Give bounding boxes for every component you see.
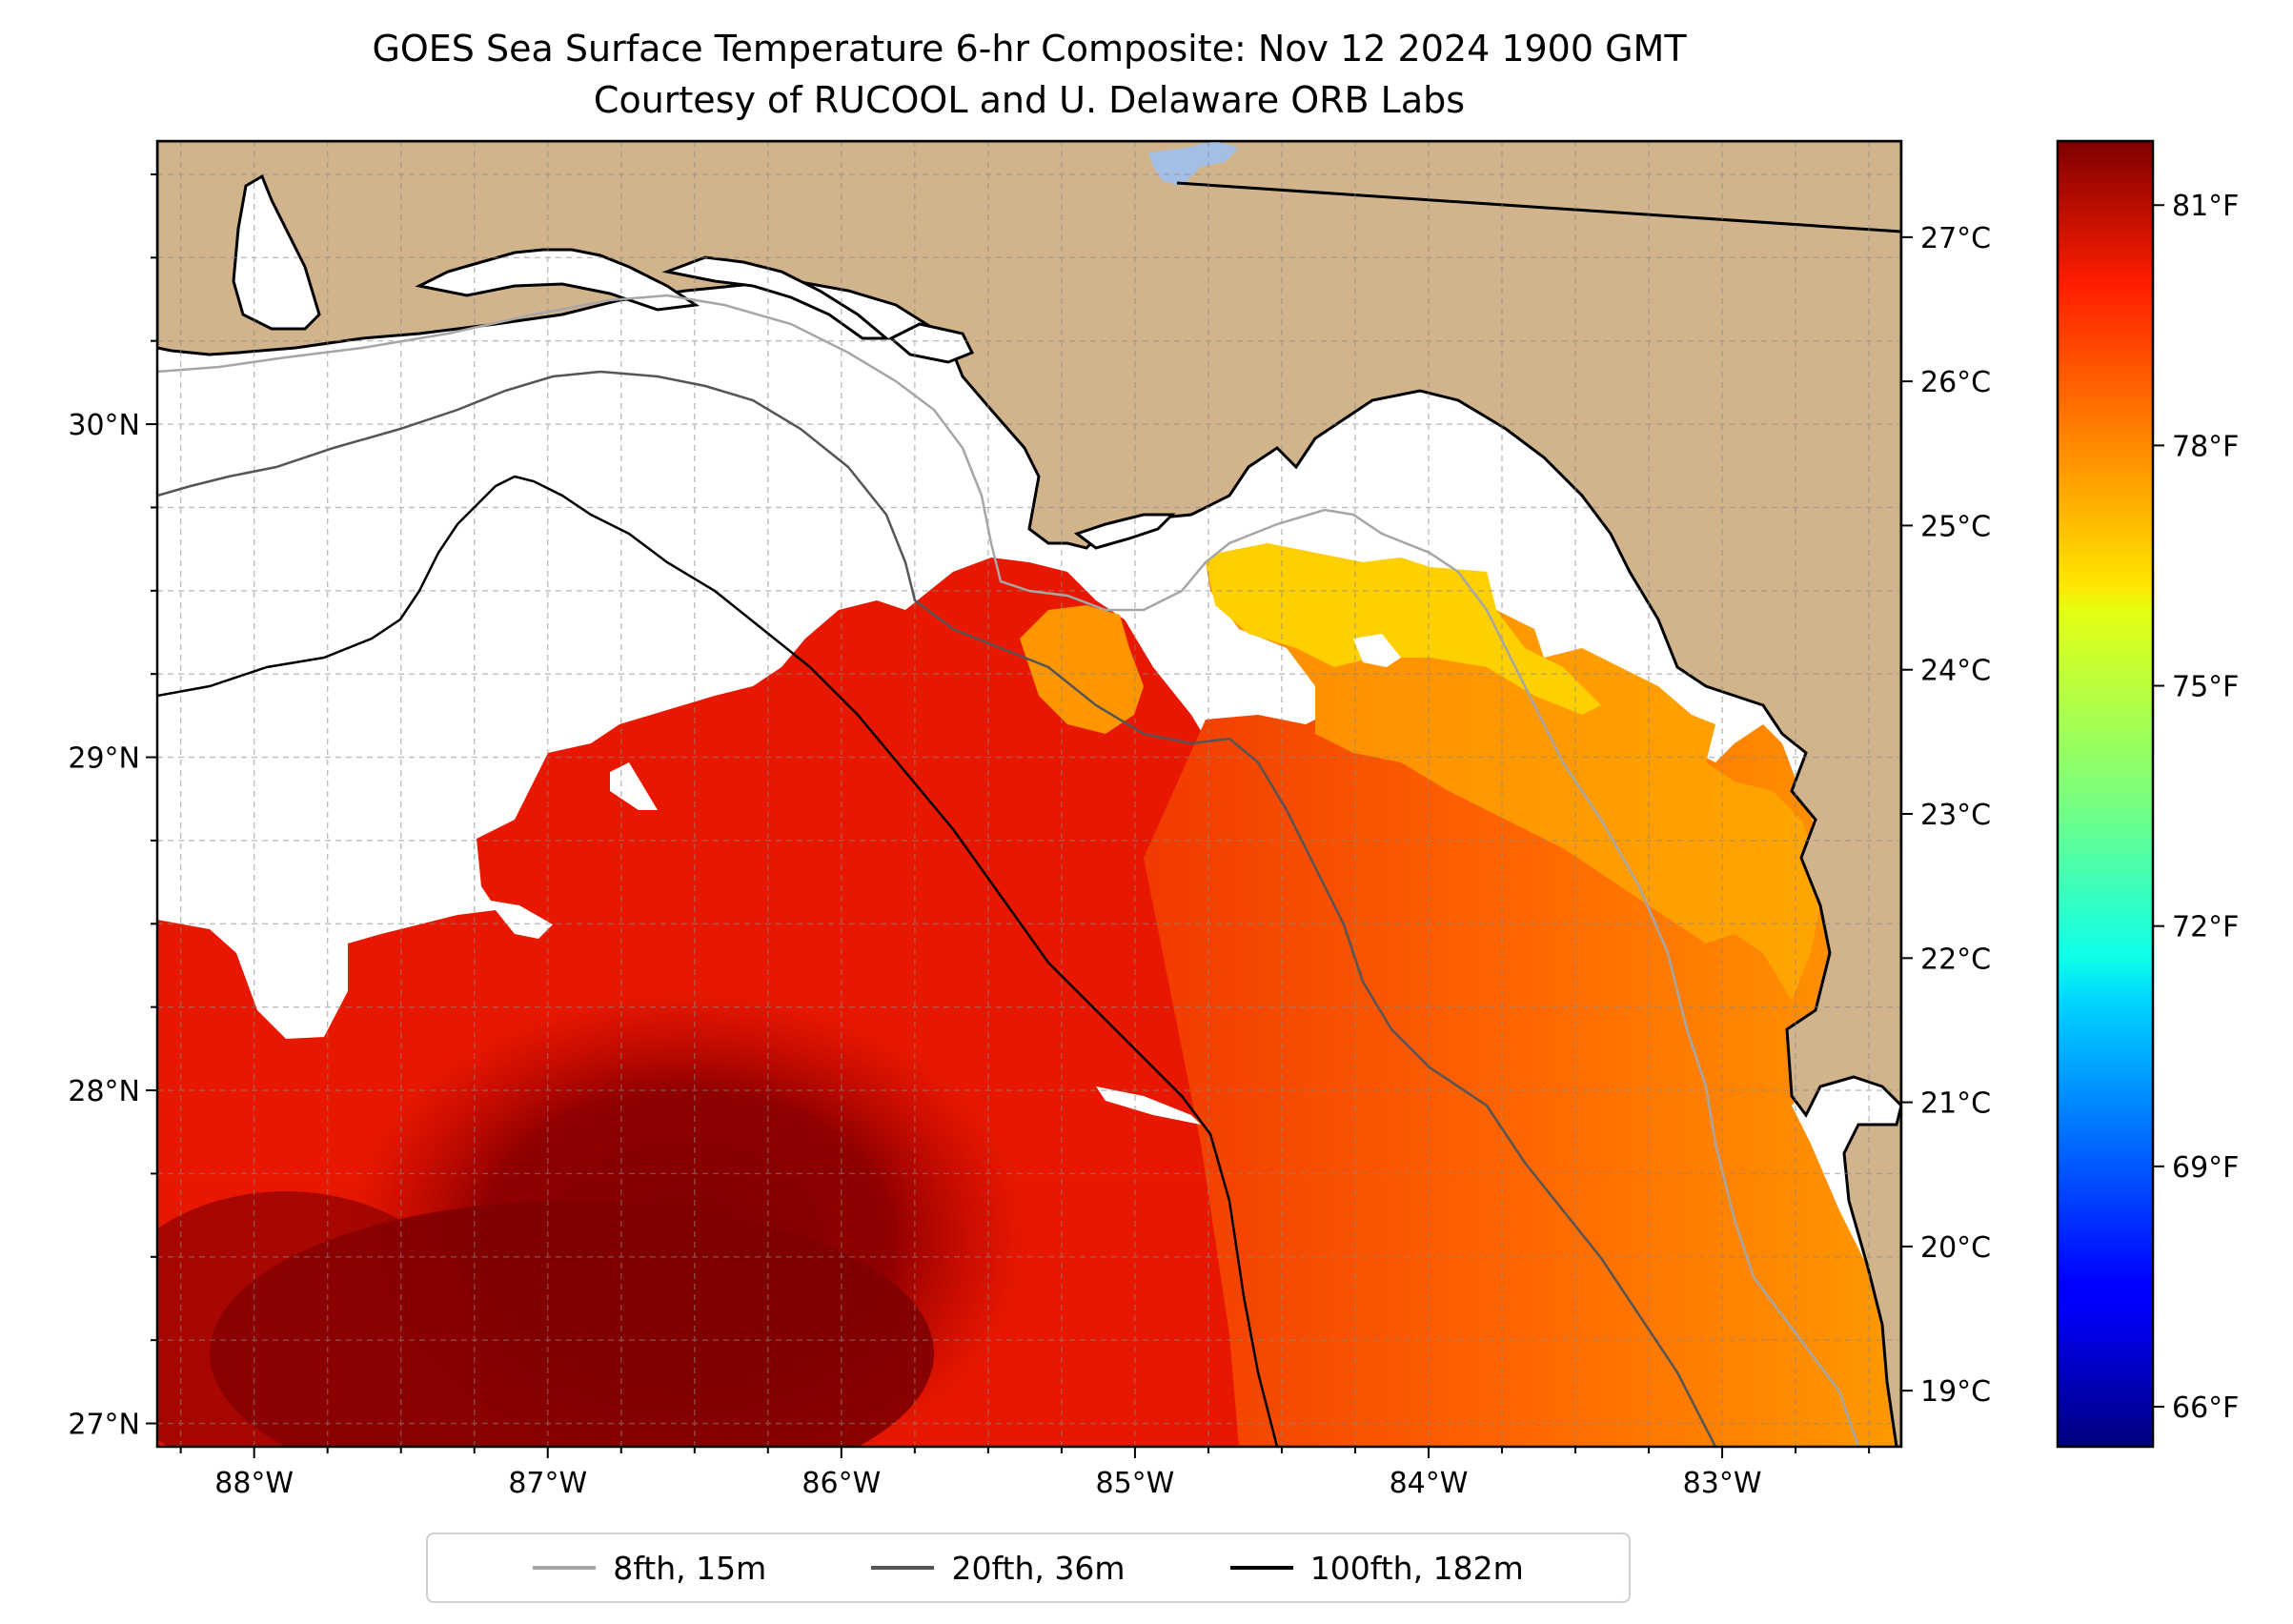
isobath-182m bbox=[157, 475, 1279, 1447]
celsius-tick-label: 25°C bbox=[1920, 510, 1991, 543]
map-frame bbox=[155, 139, 1903, 1449]
celsius-tick-label: 22°C bbox=[1920, 943, 1991, 976]
sst-apalachee-yellow bbox=[1206, 543, 1601, 715]
celsius-tick-label: 26°C bbox=[1920, 366, 1991, 399]
colorbar-gradient bbox=[2056, 139, 2155, 1449]
isobath-15m bbox=[157, 294, 1860, 1447]
colorbar bbox=[2056, 139, 2155, 1449]
lon-tick-label: 85°W bbox=[1095, 1467, 1174, 1500]
isobath-legend: 8fth, 15m 20fth, 36m 100fth, 182m bbox=[426, 1533, 1631, 1603]
legend-item: 20fth, 36m bbox=[871, 1550, 1125, 1587]
lat-tick-label: 27°N bbox=[68, 1409, 140, 1442]
map-subtitle: Courtesy of RUCOOL and U. Delaware ORB L… bbox=[593, 79, 1466, 121]
celsius-tick-label: 20°C bbox=[1920, 1231, 1991, 1265]
lon-tick-label: 86°W bbox=[802, 1467, 881, 1500]
lon-tick-label: 84°W bbox=[1390, 1467, 1469, 1500]
fahrenheit-tick-label: 81°F bbox=[2172, 190, 2239, 223]
gridlines bbox=[157, 141, 1901, 1447]
sst-map bbox=[157, 141, 1901, 1447]
lon-tick-label: 88°W bbox=[214, 1467, 294, 1500]
state-boundary bbox=[1176, 181, 1901, 233]
legend-label: 8fth, 15m bbox=[613, 1549, 767, 1587]
isobath-36m bbox=[157, 370, 1717, 1447]
lon-tick-label: 87°W bbox=[508, 1467, 587, 1500]
sst-patch-east bbox=[1020, 605, 1144, 734]
legend-item: 100fth, 182m bbox=[1229, 1549, 1524, 1587]
fahrenheit-tick-label: 66°F bbox=[2172, 1391, 2239, 1425]
lat-tick-label: 29°N bbox=[68, 742, 140, 776]
legend-swatch bbox=[871, 1566, 935, 1570]
lon-tick-label: 83°W bbox=[1683, 1467, 1762, 1500]
celsius-tick-label: 21°C bbox=[1920, 1087, 1991, 1121]
lat-tick-label: 30°N bbox=[68, 409, 140, 442]
fahrenheit-tick-label: 75°F bbox=[2172, 671, 2239, 704]
celsius-tick-label: 27°C bbox=[1920, 222, 1991, 255]
legend-label: 20fth, 36m bbox=[951, 1549, 1126, 1587]
legend-swatch bbox=[1229, 1566, 1293, 1570]
fahrenheit-tick-label: 78°F bbox=[2172, 430, 2239, 463]
legend-item: 8fth, 15m bbox=[533, 1550, 766, 1587]
legend-label: 100fth, 182m bbox=[1309, 1549, 1524, 1587]
lake-seminole bbox=[1148, 141, 1239, 186]
lat-tick-label: 28°N bbox=[68, 1075, 140, 1108]
celsius-tick-label: 23°C bbox=[1920, 799, 1991, 832]
fahrenheit-tick-label: 69°F bbox=[2172, 1151, 2239, 1185]
map-title: GOES Sea Surface Temperature 6-hr Compos… bbox=[372, 28, 1687, 70]
fahrenheit-tick-label: 72°F bbox=[2172, 911, 2239, 944]
legend-swatch bbox=[533, 1566, 597, 1570]
celsius-tick-label: 19°C bbox=[1920, 1375, 1991, 1409]
celsius-tick-label: 24°C bbox=[1920, 655, 1991, 688]
latitude-axis: 27°N 28°N 29°N 30°N bbox=[68, 173, 157, 1442]
celsius-scale: 19°C 20°C 21°C 22°C 23°C 24°C 25°C 26°C 27°C bbox=[1901, 222, 1991, 1409]
fahrenheit-scale: 66°F 69°F 72°F 75°F 78°F 81°F bbox=[2153, 190, 2239, 1425]
longitude-axis: 88°W 87°W 86°W 85°W 84°W 83°W bbox=[179, 1447, 1871, 1500]
